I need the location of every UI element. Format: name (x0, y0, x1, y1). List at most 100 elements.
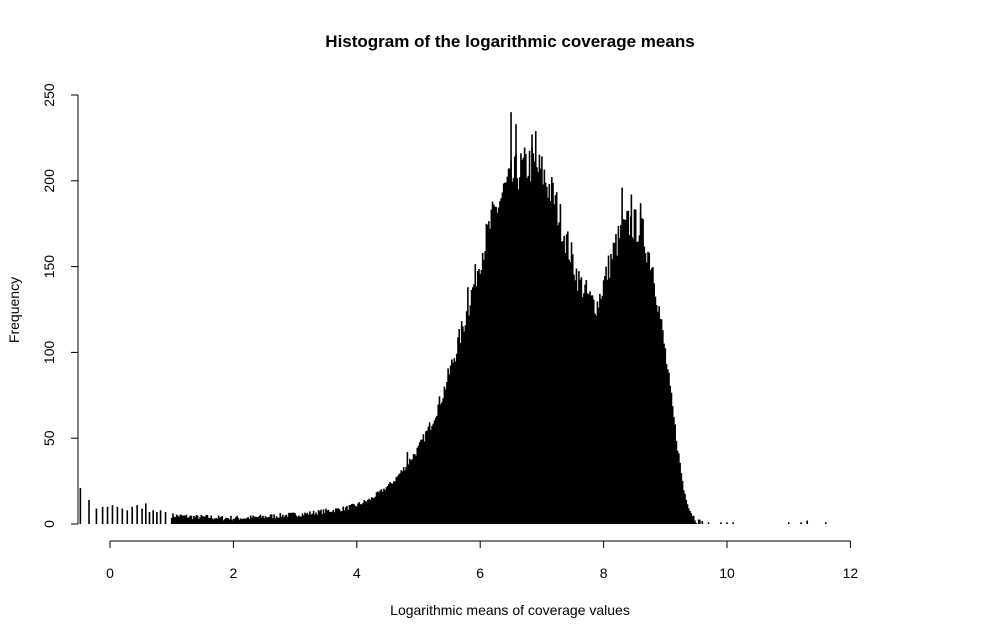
histogram-bar (485, 223, 488, 524)
histogram-bar (433, 420, 436, 524)
histogram-bar (206, 515, 209, 524)
histogram-bar (666, 369, 669, 524)
histogram-bar (295, 515, 298, 524)
histogram-bar (423, 441, 426, 524)
histogram-bar (375, 492, 378, 524)
histogram-bar (484, 251, 486, 524)
histogram-bar (195, 514, 198, 524)
histogram-bar (434, 417, 437, 524)
histogram-bar (657, 311, 659, 524)
histogram-bar (573, 274, 575, 524)
histogram-bar (312, 510, 315, 524)
histogram-bar (464, 325, 467, 524)
histogram-bar (304, 512, 306, 524)
histogram-bar (675, 440, 678, 524)
histogram-bar (581, 297, 584, 524)
histogram-bar (222, 520, 225, 524)
histogram-bar (302, 515, 305, 524)
histogram-bar (454, 361, 457, 524)
histogram-bar (210, 515, 212, 524)
histogram-bar (275, 516, 278, 524)
histogram-bar (623, 219, 626, 524)
histogram-bar (293, 512, 295, 524)
histogram-bar (228, 519, 231, 524)
histogram-bar (489, 228, 491, 524)
histogram-bar (352, 503, 354, 524)
histogram-bar (618, 238, 621, 524)
histogram-bar (333, 512, 336, 524)
histogram-bar-peak (639, 203, 642, 525)
histogram-bar (314, 514, 316, 524)
histogram-bar (289, 512, 291, 524)
histogram-bar (394, 481, 396, 524)
histogram-bar (622, 219, 625, 524)
histogram-bar (568, 259, 570, 524)
histogram-bar (610, 254, 612, 525)
histogram-bar (191, 519, 194, 524)
histogram-bar (453, 358, 456, 524)
histogram-bar (596, 301, 599, 524)
histogram-bar (381, 491, 384, 524)
histogram-bar (263, 517, 266, 524)
histogram-bar (511, 181, 514, 524)
histogram-bar (608, 277, 611, 524)
histogram-bar (601, 295, 604, 524)
histogram-bar (460, 321, 463, 524)
histogram-bar (486, 224, 489, 524)
histogram-bar (673, 417, 675, 524)
histogram-bar (173, 516, 175, 524)
histogram-bar (106, 506, 109, 524)
x-tick-label: 6 (476, 565, 484, 581)
histogram-bar (360, 504, 363, 524)
histogram-bar (421, 439, 423, 524)
histogram-bar (513, 156, 516, 525)
histogram-bar (356, 506, 358, 524)
histogram-bar (522, 157, 525, 524)
histogram-bar (207, 517, 210, 524)
histogram-bar (236, 515, 238, 524)
histogram-bar (538, 154, 541, 524)
histogram-bar (523, 147, 526, 524)
histogram-bar (679, 462, 681, 524)
histogram-bar (336, 508, 338, 524)
histogram-bar (647, 251, 649, 525)
histogram-bar (559, 204, 562, 524)
histogram-bar (241, 519, 243, 524)
histogram-bar-peak (630, 194, 633, 524)
histogram-bar (616, 255, 618, 524)
histogram-bar (354, 505, 357, 524)
histogram-bar (438, 396, 441, 524)
histogram-bar (605, 266, 607, 524)
histogram-bar (353, 504, 356, 524)
histogram-bar (277, 517, 279, 524)
histogram-bar (337, 508, 340, 524)
histogram-bar (405, 467, 407, 524)
histogram-bar (264, 516, 267, 524)
histogram-bar (532, 153, 535, 524)
histogram-bar-outlier (800, 522, 802, 524)
y-tick-label: 50 (41, 430, 57, 446)
histogram-bar (265, 517, 268, 524)
histogram-bar (643, 246, 646, 524)
histogram-bar (373, 498, 375, 524)
histogram-bar (299, 516, 301, 524)
histogram-bar (296, 516, 299, 524)
histogram-bar (174, 517, 177, 524)
histogram-bar (663, 343, 665, 524)
histogram-bar (499, 201, 501, 525)
histogram-bar-peak (515, 124, 517, 525)
x-tick-label: 2 (230, 565, 238, 581)
histogram-bar (126, 510, 129, 524)
histogram-bar (116, 506, 119, 524)
histogram-bar (480, 270, 483, 524)
histogram-bar (638, 235, 641, 524)
histogram-bar (399, 473, 401, 524)
histogram-bar-peak (494, 218, 496, 525)
histogram-bar (637, 241, 639, 525)
histogram-bar (214, 518, 216, 524)
histogram-bar-peak (531, 134, 533, 524)
histogram-bar (699, 519, 701, 524)
histogram-bar (491, 201, 494, 524)
histogram-bar (457, 337, 459, 524)
histogram-bar (368, 498, 370, 524)
